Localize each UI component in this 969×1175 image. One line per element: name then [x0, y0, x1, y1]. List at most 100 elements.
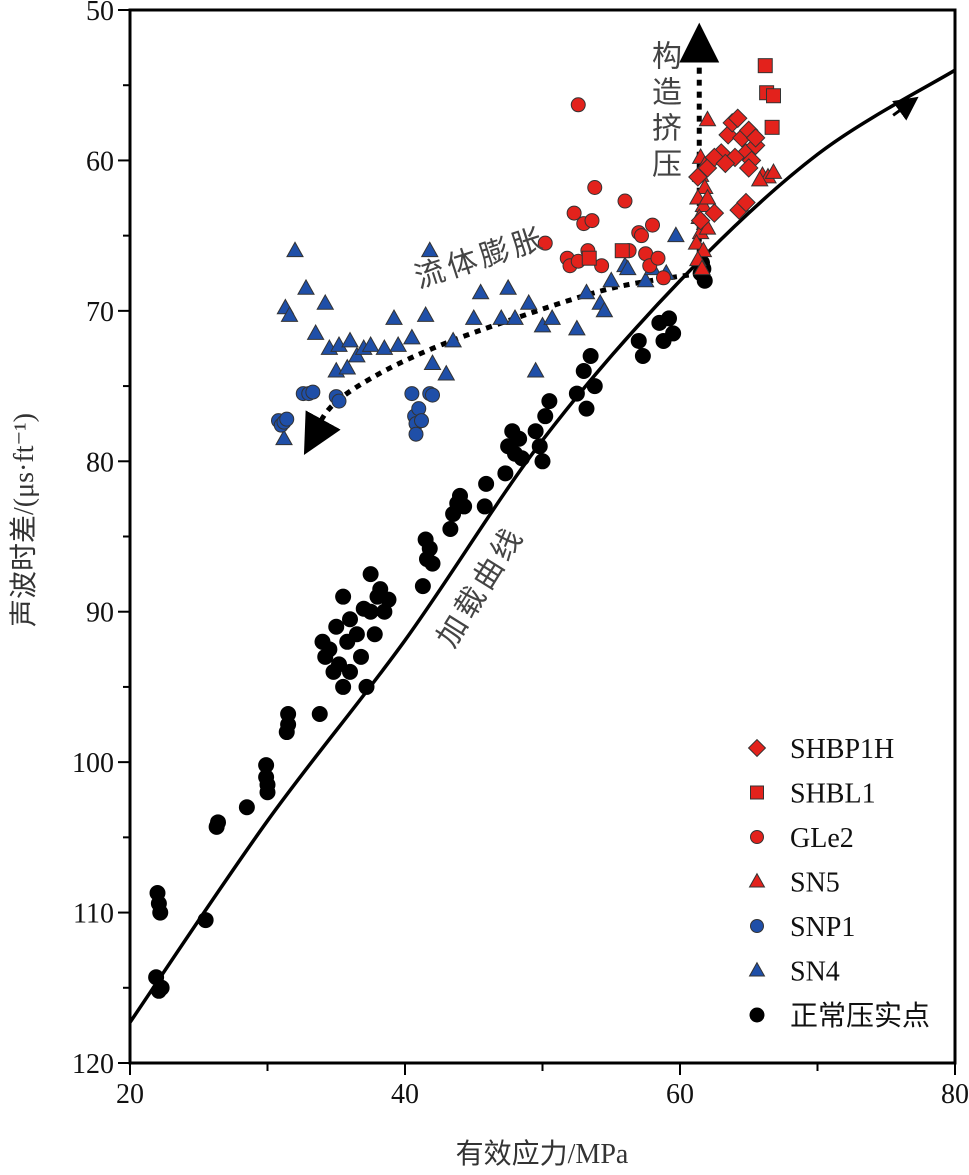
legend-label: SN5 [790, 868, 840, 899]
data-point-SN4 [361, 336, 380, 352]
data-point-正常压实点 [152, 904, 169, 921]
data-point-SN4 [636, 271, 655, 288]
data-point-正常压实点 [534, 453, 551, 470]
data-point-正常压实点 [442, 520, 459, 537]
data-point-正常压实点 [335, 588, 352, 605]
data-point-GLe2 [645, 217, 660, 233]
data-point-SN4 [341, 331, 359, 348]
loading-curve-arrowhead [892, 96, 919, 121]
x-tick-label: 80 [941, 1079, 969, 1110]
data-point-GLe2 [634, 228, 649, 244]
legend-label: SNP1 [790, 912, 855, 943]
legend-item: SHBL1 [750, 779, 876, 810]
data-point-SN4 [602, 271, 621, 288]
legend-item: 正常压实点 [749, 1000, 930, 1032]
data-point-正常压实点 [328, 618, 345, 635]
data-point-SN4 [389, 336, 408, 352]
data-point-SN5 [764, 163, 783, 179]
data-point-SHBP1H [718, 125, 738, 145]
data-point-正常压实点 [197, 912, 214, 929]
data-point-SNP1 [404, 386, 420, 402]
legend-marker-SHBP1H [747, 738, 767, 758]
data-point-SNP1 [408, 426, 424, 442]
data-point-正常压实点 [497, 465, 514, 482]
data-point-正常压实点 [511, 430, 528, 447]
data-point-正常压实点 [665, 325, 682, 342]
data-point-GLe2 [594, 258, 610, 274]
legend-marker-SHBL1 [750, 785, 764, 800]
data-point-SN4 [464, 308, 483, 325]
data-point-SN4 [375, 339, 394, 355]
data-point-正常压实点 [348, 626, 365, 643]
data-point-SN5 [750, 170, 769, 187]
data-point-正常压实点 [331, 656, 347, 673]
data-point-正常压实点 [259, 784, 276, 801]
axes-layer: 20 40 60 80 50 60 70 80 90 100 110 120 [72, 0, 969, 1110]
data-point-正常压实点 [342, 611, 358, 628]
data-point-SHBP1H [690, 210, 711, 231]
y-tick-label: 120 [72, 1049, 114, 1080]
data-point-正常压实点 [335, 678, 352, 695]
data-point-SN4 [416, 305, 435, 322]
data-point-SN4 [567, 319, 586, 336]
data-point-正常压实点 [661, 310, 677, 327]
y-tick-label: 110 [73, 899, 114, 930]
data-point-正常压实点 [578, 400, 595, 417]
data-point-SN4 [280, 305, 299, 322]
data-point-SHBL1 [581, 250, 597, 266]
legend-item: SNP1 [750, 912, 855, 943]
data-point-SN4 [286, 241, 304, 258]
data-point-正常压实点 [478, 475, 495, 492]
data-point-SN4 [543, 308, 562, 325]
data-point-SN4 [423, 354, 442, 370]
data-point-正常压实点 [634, 347, 651, 364]
plot-frame [128, 8, 957, 1065]
data-point-正常压实点 [456, 498, 473, 515]
data-point-正常压实点 [582, 347, 599, 364]
legend-marker-SNP1 [750, 919, 764, 933]
data-point-SNP1 [305, 384, 321, 400]
legend-item: GLe2 [750, 823, 854, 854]
data-point-SHBP1H [704, 203, 725, 223]
data-point-正常压实点 [424, 555, 441, 572]
y-axis-title: 声波时差/(μs·ft⁻¹) [8, 413, 40, 627]
data-point-正常压实点 [414, 578, 431, 595]
data-point-SN4 [437, 364, 456, 381]
data-point-SHBP1H [738, 158, 759, 178]
points-layer [148, 58, 783, 999]
data-point-正常压实点 [362, 603, 379, 620]
data-point-SHBL1 [766, 88, 781, 104]
data-point-SNP1 [414, 413, 429, 429]
y-tick-label: 60 [86, 146, 114, 177]
data-point-正常压实点 [278, 724, 295, 741]
data-point-SN4 [499, 278, 518, 295]
data-point-正常压实点 [358, 678, 375, 695]
y-tick-label: 80 [86, 447, 114, 478]
data-point-SN4 [385, 308, 403, 325]
x-axis-title: 有效应力/MPa [456, 1138, 629, 1170]
legend-label: SN4 [790, 957, 840, 988]
y-tick-label: 70 [86, 297, 114, 328]
fluid-expansion-arrow [303, 270, 702, 456]
data-point-正常压实点 [380, 591, 397, 608]
data-point-正常压实点 [321, 641, 338, 658]
legend-marker-SN4 [748, 961, 766, 977]
data-point-SHBP1H [727, 108, 748, 129]
data-point-SHBP1H [745, 128, 766, 148]
x-tick-label: 60 [666, 1079, 694, 1110]
data-point-正常压实点 [630, 332, 647, 349]
legend-item: SN4 [748, 957, 840, 988]
data-point-正常压实点 [421, 540, 438, 557]
data-point-正常压实点 [513, 450, 530, 467]
data-point-GLe2 [584, 213, 600, 229]
legend-marker-SN5 [748, 872, 766, 888]
data-point-正常压实点 [541, 393, 558, 410]
data-point-正常压实点 [153, 979, 170, 996]
data-point-SN4 [492, 308, 511, 325]
data-point-SN5 [698, 110, 717, 127]
data-point-正常压实点 [353, 648, 369, 665]
data-point-SN5 [698, 188, 717, 205]
data-point-正常压实点 [696, 272, 713, 289]
data-point-SN4 [506, 308, 524, 325]
